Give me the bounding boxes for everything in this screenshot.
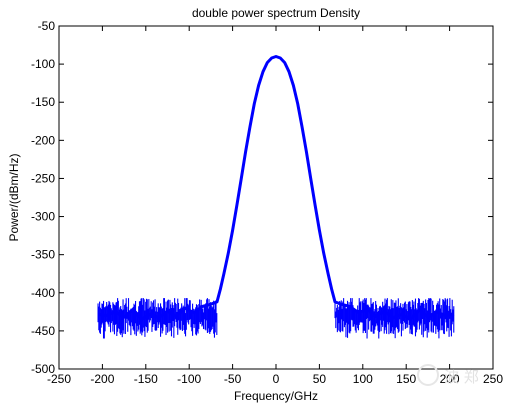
y-axis-label: Power/(dBm/Hz) [7, 153, 21, 241]
x-tick-label: -50 [224, 372, 242, 386]
y-tick-label: -400 [31, 286, 55, 300]
series-line [97, 55, 455, 321]
y-tick-label: -100 [31, 57, 55, 71]
x-tick-label: -250 [47, 372, 71, 386]
y-tick-label: -450 [31, 324, 55, 338]
y-tick-label: -250 [31, 171, 55, 185]
y-tick-label: -300 [31, 210, 55, 224]
y-tick-label: -200 [31, 133, 55, 147]
y-tick-label: -350 [31, 248, 55, 262]
x-tick-label: 100 [353, 372, 373, 386]
x-tick-label: -150 [134, 372, 158, 386]
watermark-text: 波 郑 [444, 368, 479, 386]
x-tick-label: 50 [313, 372, 327, 386]
x-tick-label: 0 [273, 372, 280, 386]
y-tick-label: -150 [31, 95, 55, 109]
x-axis-ticks: -250 -200 -150 -100 -50 0 50 100 150 200 250 [47, 26, 503, 386]
x-tick-label: -100 [177, 372, 201, 386]
y-axis-ticks: -50 -100 -150 -200 -250 -300 -350 -400 -450 -500 [31, 19, 493, 376]
x-tick-label: 250 [483, 372, 503, 386]
y-tick-label: -500 [31, 362, 55, 376]
chart-title: double power spectrum Density [192, 6, 360, 20]
x-tick-label: -200 [90, 372, 114, 386]
x-tick-label: 150 [396, 372, 416, 386]
x-tick-label: 200 [440, 372, 460, 386]
y-tick-label: -50 [38, 19, 56, 33]
watermark-logo-icon [417, 364, 439, 386]
x-axis-label: Frequency/GHz [234, 389, 318, 403]
plot-series [97, 55, 455, 339]
watermark: 波 郑 [417, 364, 479, 386]
